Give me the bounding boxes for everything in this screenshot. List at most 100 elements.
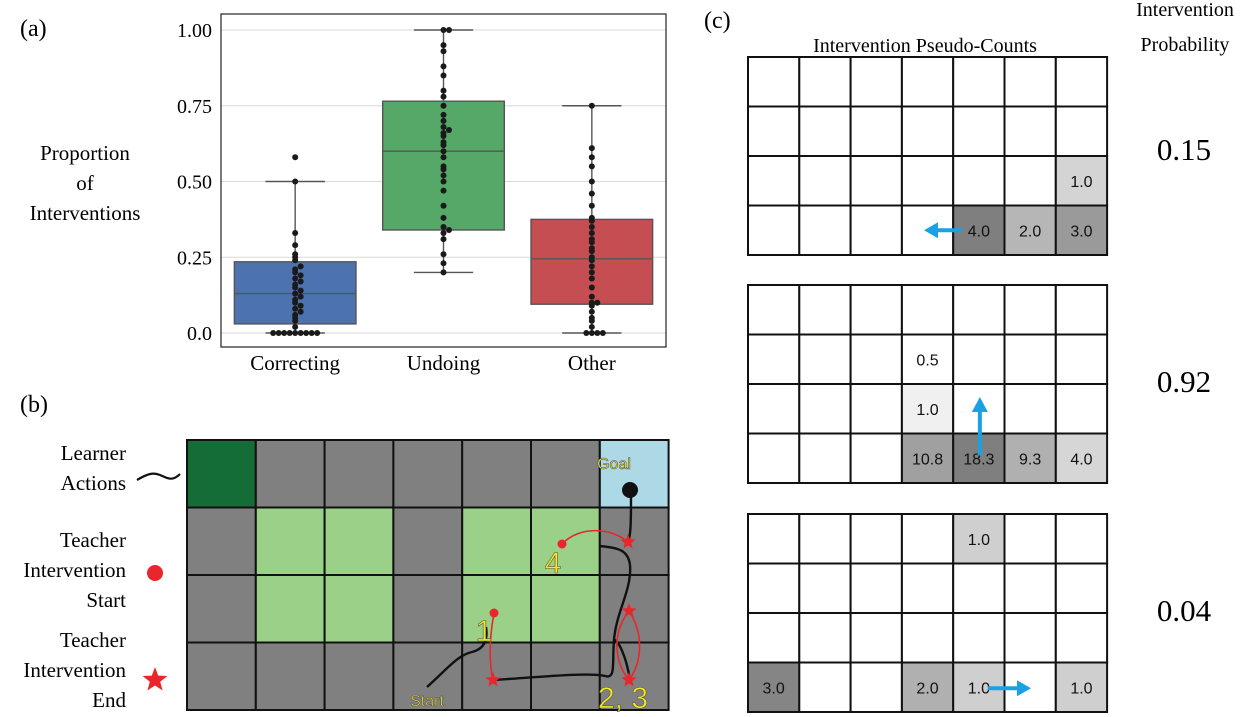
count-cell — [952, 612, 1006, 664]
panel-c-title: Intervention Pseudo-Counts — [813, 35, 1037, 57]
x-tick-label: Undoing — [407, 351, 481, 375]
count-cell — [1054, 204, 1109, 256]
start-label: Start — [410, 693, 444, 710]
count-cell — [798, 204, 852, 256]
count-cell — [900, 284, 955, 336]
data-point — [440, 130, 447, 137]
grid-cell — [392, 574, 464, 644]
data-point — [286, 330, 293, 336]
data-point — [588, 154, 595, 161]
data-point — [588, 163, 595, 170]
count-cell — [900, 155, 955, 207]
count-cell — [849, 56, 903, 108]
data-point — [588, 236, 595, 243]
grid-cell — [598, 439, 670, 509]
intervention-label-1: 1 — [476, 615, 493, 648]
count-cell — [1054, 612, 1109, 664]
data-point — [588, 223, 595, 230]
data-point — [588, 308, 595, 315]
count-value: 2.0 — [916, 680, 938, 697]
data-point — [588, 293, 595, 300]
prob-header-line-1: Intervention — [1136, 0, 1234, 21]
count-value: 3.0 — [1070, 223, 1092, 240]
count-cell — [747, 333, 801, 385]
grid-cell — [254, 439, 326, 509]
count-cell — [747, 432, 801, 484]
intervention-label-4: 4 — [545, 547, 562, 580]
data-point — [446, 27, 452, 33]
count-cell — [747, 56, 801, 108]
intervention-start-dot — [557, 539, 567, 549]
data-point — [314, 330, 321, 336]
count-cell — [849, 333, 903, 385]
count-value: 18.3 — [963, 451, 994, 468]
count-cell — [900, 562, 955, 614]
count-value: 1.0 — [1070, 680, 1092, 697]
intervention-end-star — [620, 534, 636, 549]
learner-path-segment — [492, 544, 632, 682]
count-cell — [849, 204, 903, 256]
data-point — [588, 245, 595, 252]
data-point — [583, 330, 590, 336]
data-point — [446, 126, 452, 133]
count-cell — [849, 155, 903, 207]
data-point — [440, 260, 447, 267]
count-cell — [1003, 204, 1057, 256]
action-arrow-head — [1017, 680, 1031, 697]
intervention-end-star — [485, 672, 501, 687]
intervention-start-dot — [489, 608, 499, 618]
count-cell — [1054, 661, 1109, 713]
data-point — [588, 269, 595, 276]
count-cell — [747, 562, 801, 614]
data-point — [440, 148, 447, 155]
data-point — [440, 111, 447, 118]
data-point — [440, 202, 447, 209]
data-point — [440, 87, 447, 94]
grid-cell — [186, 574, 257, 644]
data-point — [599, 330, 606, 336]
data-point — [440, 187, 447, 194]
data-point — [297, 272, 304, 279]
action-arrow-head — [971, 397, 988, 412]
count-cell — [798, 432, 852, 484]
intervention-label-2-3: 2, 3 — [598, 682, 648, 715]
intervention-end-star — [621, 672, 637, 687]
x-tick-labels: Correcting Undoing Other — [250, 351, 615, 375]
data-point — [440, 214, 447, 221]
panel-a-label: (a) — [20, 16, 47, 42]
intervention-end-star — [621, 603, 637, 618]
count-cell — [747, 105, 801, 157]
legend-end-line-3: End — [92, 688, 126, 712]
grid-cell — [461, 574, 533, 644]
data-point — [281, 330, 288, 336]
count-cell — [1003, 284, 1057, 336]
data-point — [292, 290, 299, 297]
data-point — [594, 330, 601, 336]
count-cell — [798, 56, 852, 108]
count-cell — [1003, 432, 1057, 484]
pseudo-count-grid: 0.5 1.0 10.8 18.3 9.3 4.0 — [747, 284, 1109, 484]
data-point — [308, 330, 315, 336]
count-cell — [849, 562, 903, 614]
grid-cell — [392, 439, 464, 509]
data-point — [440, 139, 447, 146]
count-value: 10.8 — [912, 451, 943, 468]
data-point — [440, 123, 447, 130]
probability-1: 0.15 — [1157, 132, 1211, 167]
data-point — [440, 172, 447, 179]
swarm-points — [270, 27, 606, 336]
data-point — [588, 284, 595, 291]
ylabel-line-1: Proportion — [40, 141, 130, 165]
data-point — [588, 214, 595, 221]
data-point — [440, 251, 447, 258]
data-point — [297, 308, 304, 315]
count-value: 9.3 — [1019, 451, 1041, 468]
data-point — [297, 330, 304, 336]
count-cell — [1054, 284, 1109, 336]
data-point — [292, 178, 299, 185]
grid-cell — [461, 439, 533, 509]
y-tick-label: 0.25 — [177, 247, 212, 269]
intervention-end-star-icon — [142, 667, 168, 691]
grid-cell — [323, 574, 395, 644]
legend-end-line-1: Teacher — [60, 628, 126, 652]
